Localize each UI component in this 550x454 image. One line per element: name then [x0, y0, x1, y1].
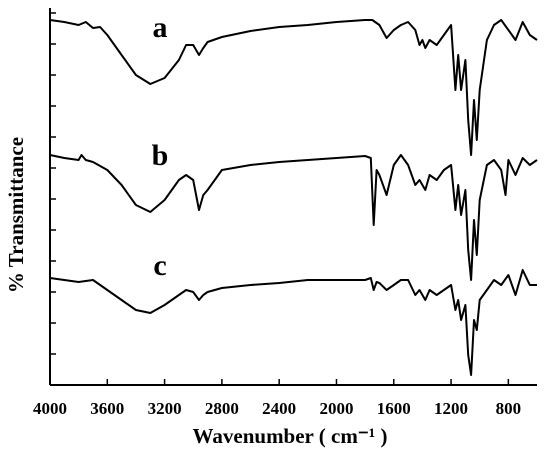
series-label: a [153, 11, 168, 44]
y-axis-label: % Transmittance [4, 137, 28, 293]
spectrum-line [49, 154, 538, 281]
series-label: b [152, 139, 169, 172]
x-tick-label: 1200 [434, 399, 468, 418]
x-axis-label: Wavenumber ( cm⁻¹ ) [193, 424, 388, 448]
x-tick-label: 2800 [205, 399, 239, 418]
x-tick-label: 3200 [148, 399, 182, 418]
spectrum-line [49, 19, 538, 156]
x-tick-label: 2400 [262, 399, 296, 418]
x-tick-label: 800 [496, 399, 522, 418]
x-tick-label: 4000 [33, 399, 67, 418]
x-tick-label: 1600 [377, 399, 411, 418]
x-tick-label: 3600 [90, 399, 124, 418]
series-label: c [153, 249, 166, 282]
x-tick-label: 2000 [319, 399, 353, 418]
spectrum-line [49, 269, 537, 376]
